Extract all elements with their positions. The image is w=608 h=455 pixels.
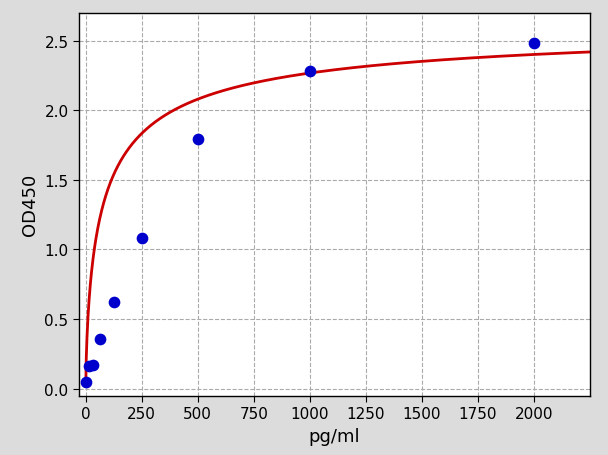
Point bbox=[81, 378, 91, 385]
Point bbox=[193, 136, 202, 144]
Point bbox=[88, 362, 98, 369]
Point bbox=[95, 335, 105, 343]
Point bbox=[85, 363, 94, 370]
Y-axis label: OD450: OD450 bbox=[21, 174, 39, 236]
Point bbox=[305, 68, 314, 76]
X-axis label: pg/ml: pg/ml bbox=[309, 427, 360, 445]
Point bbox=[109, 299, 119, 306]
Point bbox=[137, 235, 147, 243]
Point bbox=[529, 40, 539, 48]
